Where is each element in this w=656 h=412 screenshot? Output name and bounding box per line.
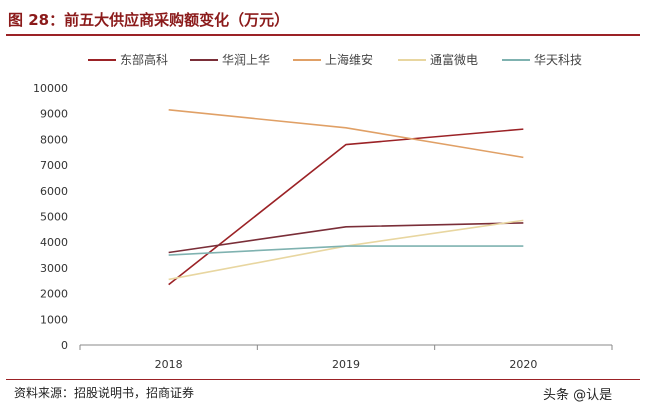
y-tick-label: 1000 <box>40 313 68 326</box>
legend-label: 东部高科 <box>120 52 168 67</box>
y-tick-label: 4000 <box>40 236 68 249</box>
watermark: 头条 @认是 <box>543 388 613 403</box>
legend-label: 华天科技 <box>534 53 582 67</box>
y-tick-label: 5000 <box>40 211 68 224</box>
series-line-3 <box>168 109 524 159</box>
chart-legend: 东部高科 华润上华 上海维安 通富微电 华天科技 <box>88 52 582 67</box>
chart-title: 图 28：前五大供应商采购额变化（万元） <box>8 11 290 29</box>
series-lines <box>168 109 524 286</box>
legend-label: 华润上华 <box>222 53 270 67</box>
x-tick-label: 2020 <box>509 358 537 371</box>
legend-label: 上海维安 <box>325 52 373 67</box>
y-tick-label: 2000 <box>40 288 68 301</box>
y-tick-label: 10000 <box>33 82 68 95</box>
y-tick-label: 6000 <box>40 185 68 198</box>
y-tick-label: 7000 <box>40 159 68 172</box>
series-line-1 <box>168 128 524 286</box>
title-bar: 图 28：前五大供应商采购额变化（万元） <box>0 0 640 36</box>
title-rule <box>6 34 640 36</box>
y-axis: 0 1000 2000 3000 4000 5000 6000 7000 8000 9000 100… <box>33 82 68 352</box>
legend-label: 通富微电 <box>430 52 478 67</box>
line-chart: 东部高科 华润上华 上海维安 通富微电 华天科技 0 1000 2000 3000 4000 50… <box>33 52 613 371</box>
x-axis: 2018 2019 2020 <box>79 344 613 371</box>
source-note: 资料来源：招股说明书，招商证券 <box>14 386 195 400</box>
y-tick-label: 9000 <box>40 108 68 121</box>
y-tick-label: 3000 <box>40 262 68 275</box>
x-tick-label: 2019 <box>332 358 360 371</box>
series-line-4 <box>168 219 524 281</box>
footer-rule <box>6 379 640 380</box>
x-tick-label: 2018 <box>155 358 183 371</box>
y-tick-label: 0 <box>61 339 68 352</box>
y-tick-label: 8000 <box>40 133 68 146</box>
series-line-2 <box>168 222 524 254</box>
series-line-5 <box>168 245 524 256</box>
